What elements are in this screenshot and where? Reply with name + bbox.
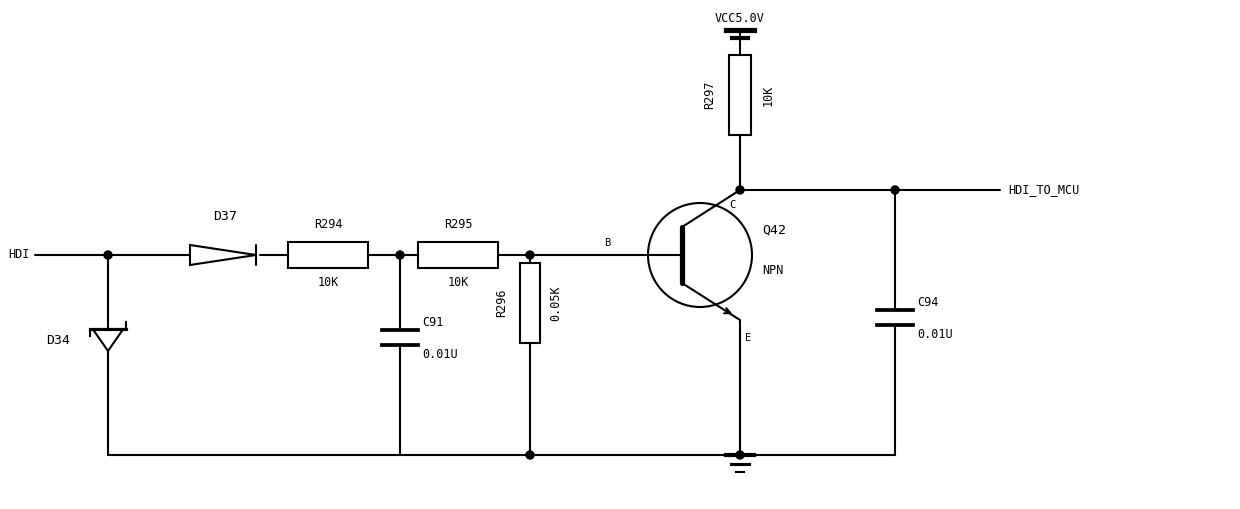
Text: D37: D37 [213,211,237,223]
Text: HDI_TO_MCU: HDI_TO_MCU [1008,184,1079,196]
Text: C94: C94 [918,296,939,308]
Bar [288,242,368,268]
Text: 10K: 10K [317,275,339,289]
Text: 0.01U: 0.01U [422,349,458,361]
Polygon shape [190,245,255,265]
Text: Q42: Q42 [763,223,786,237]
Bar [520,263,539,343]
Text: 10K: 10K [761,84,775,106]
Circle shape [892,186,899,194]
Text: 0.05K: 0.05K [549,285,563,321]
Text: B: B [604,238,610,248]
Bar [729,55,751,135]
Circle shape [526,451,534,459]
Text: HDI: HDI [9,248,30,262]
Circle shape [526,251,534,259]
Text: R294: R294 [314,217,342,231]
Text: E: E [745,333,751,343]
Polygon shape [93,329,123,351]
Circle shape [737,186,744,194]
Text: 10K: 10K [448,275,469,289]
Text: D34: D34 [46,333,69,347]
Text: R296: R296 [496,289,508,317]
Text: NPN: NPN [763,264,784,276]
Circle shape [737,451,744,459]
Text: C: C [729,200,735,210]
Circle shape [104,251,112,259]
Text: 0.01U: 0.01U [918,328,952,342]
Text: C91: C91 [422,316,444,328]
Bar [418,242,498,268]
Circle shape [396,251,404,259]
Text: R297: R297 [703,81,717,109]
Text: R295: R295 [444,217,472,231]
Text: VCC5.0V: VCC5.0V [715,12,765,24]
